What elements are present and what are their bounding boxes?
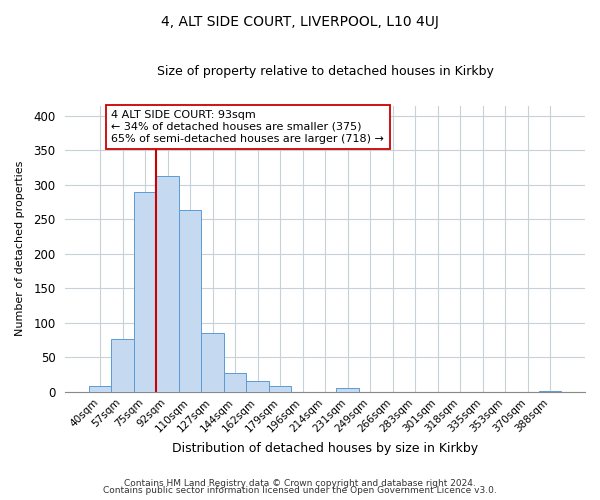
Bar [337, 388, 359, 392]
X-axis label: Distribution of detached houses by size in Kirkby: Distribution of detached houses by size … [172, 442, 478, 455]
Bar [224, 374, 247, 392]
Bar [269, 386, 292, 392]
Bar [157, 176, 179, 392]
Bar [247, 381, 269, 392]
Title: Size of property relative to detached houses in Kirkby: Size of property relative to detached ho… [157, 65, 494, 78]
Text: Contains public sector information licensed under the Open Government Licence v3: Contains public sector information licen… [103, 486, 497, 495]
Y-axis label: Number of detached properties: Number of detached properties [15, 161, 25, 336]
Bar [134, 192, 157, 392]
Bar [202, 334, 224, 392]
Text: 4 ALT SIDE COURT: 93sqm
← 34% of detached houses are smaller (375)
65% of semi-d: 4 ALT SIDE COURT: 93sqm ← 34% of detache… [112, 110, 385, 144]
Bar [112, 339, 134, 392]
Text: Contains HM Land Registry data © Crown copyright and database right 2024.: Contains HM Land Registry data © Crown c… [124, 478, 476, 488]
Bar [179, 210, 202, 392]
Bar [89, 386, 112, 392]
Bar [539, 390, 562, 392]
Text: 4, ALT SIDE COURT, LIVERPOOL, L10 4UJ: 4, ALT SIDE COURT, LIVERPOOL, L10 4UJ [161, 15, 439, 29]
